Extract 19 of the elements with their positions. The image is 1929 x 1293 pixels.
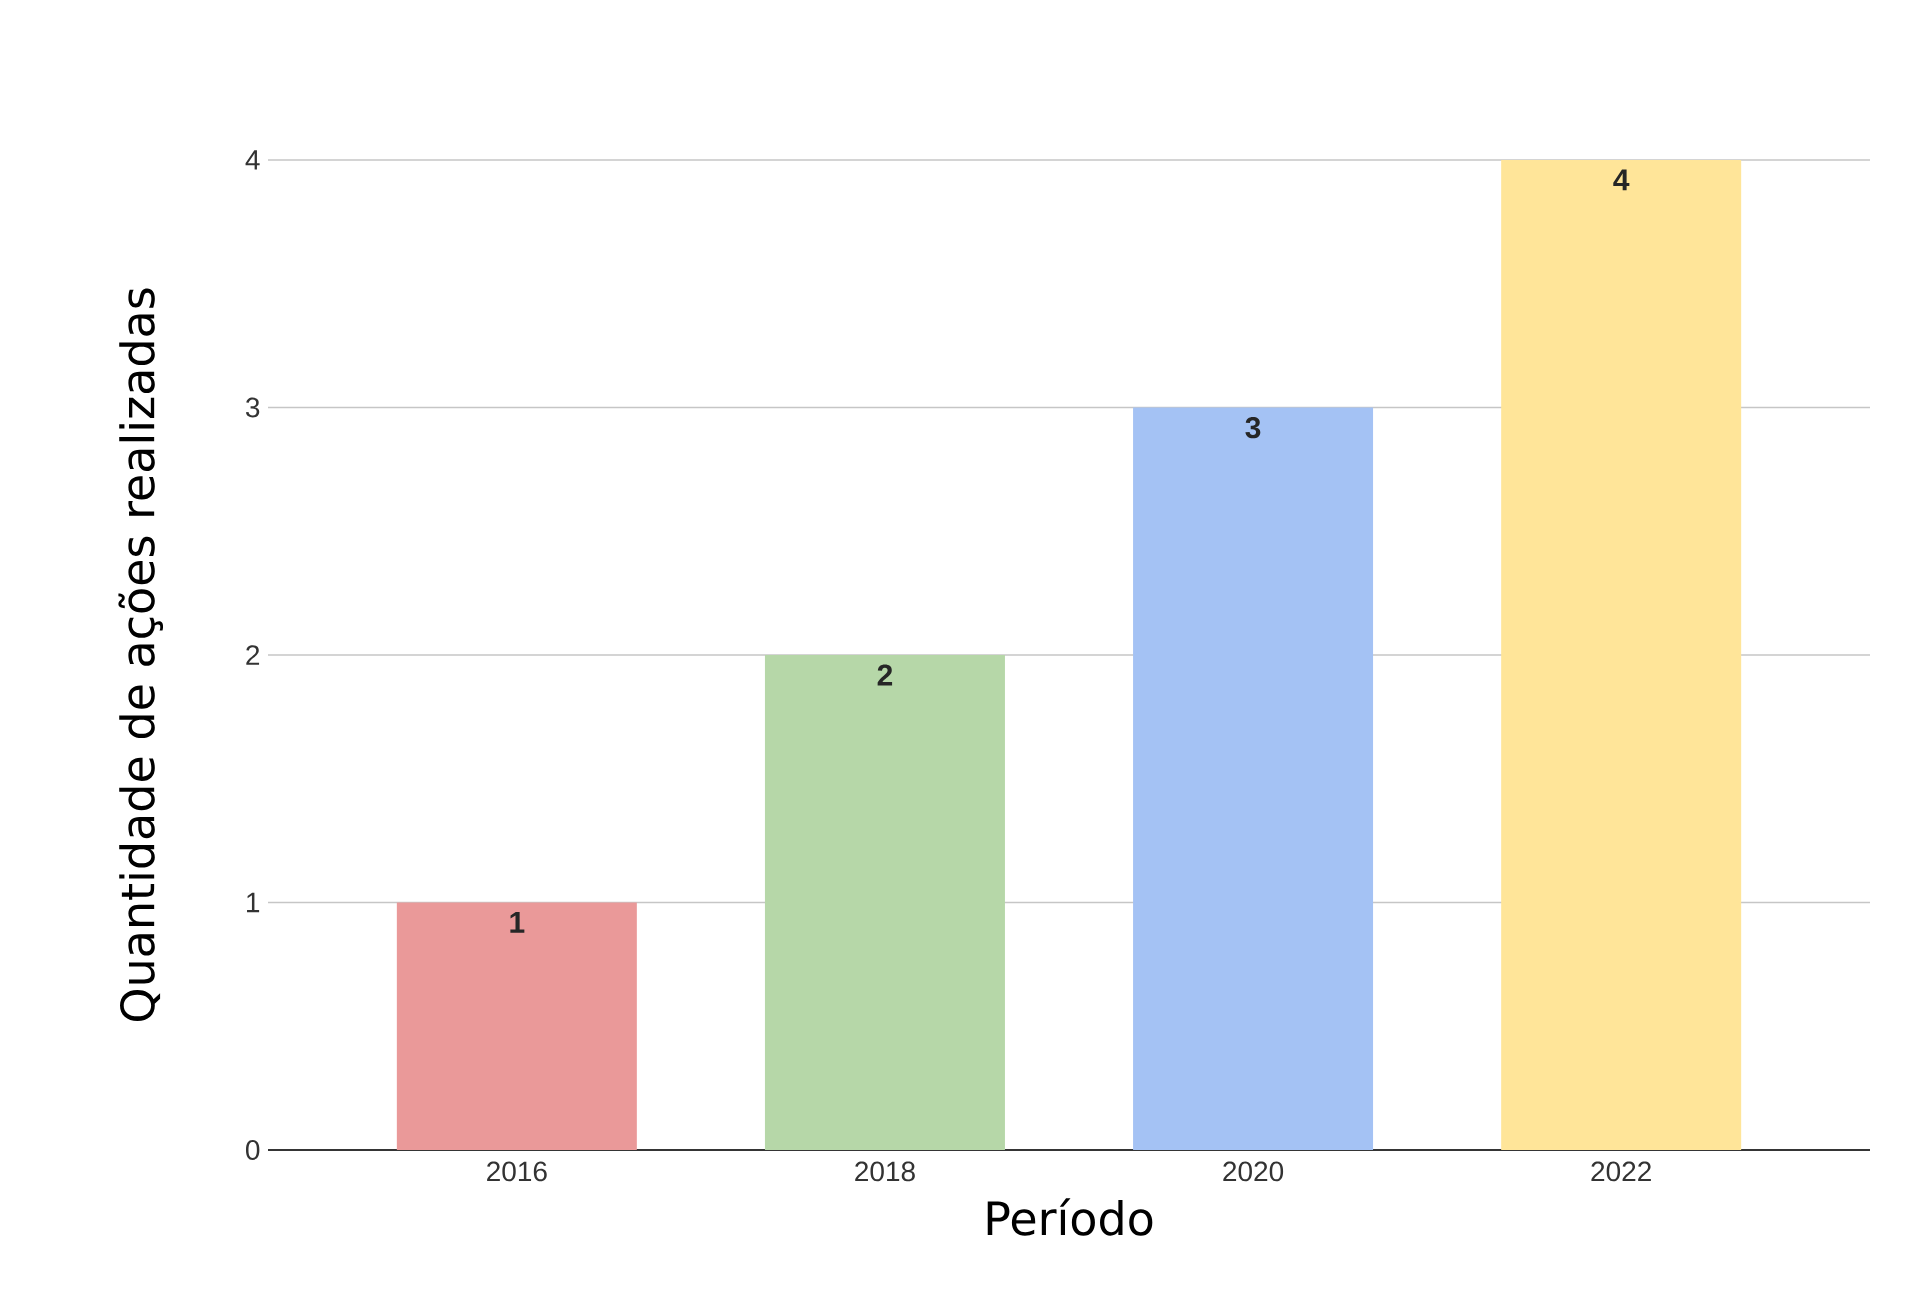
y-tick-label: 0	[246, 1140, 260, 1160]
data-label: 1	[510, 912, 525, 933]
bar	[1501, 159, 1742, 1150]
y-tick-label: 3	[245, 397, 260, 418]
bar	[396, 902, 637, 1150]
x-tick-label: 2018	[855, 1161, 915, 1182]
x-tick-label: 2016	[487, 1161, 547, 1182]
y-tick-label: 1	[247, 892, 260, 913]
data-label: 4	[1613, 169, 1630, 191]
x-tick-label: 2020	[1223, 1161, 1284, 1182]
y-tick-label: 4	[245, 150, 260, 170]
x-tick-label: 2022	[1591, 1161, 1651, 1182]
x-axis-title: Período	[987, 1198, 1153, 1236]
bar	[1133, 407, 1374, 1150]
y-axis-title: Quantidade de ações realizadas	[118, 288, 164, 1022]
data-label: 3	[1245, 417, 1261, 439]
data-label: 2	[877, 664, 893, 686]
bar	[764, 654, 1005, 1150]
y-tick-label: 2	[246, 645, 260, 665]
